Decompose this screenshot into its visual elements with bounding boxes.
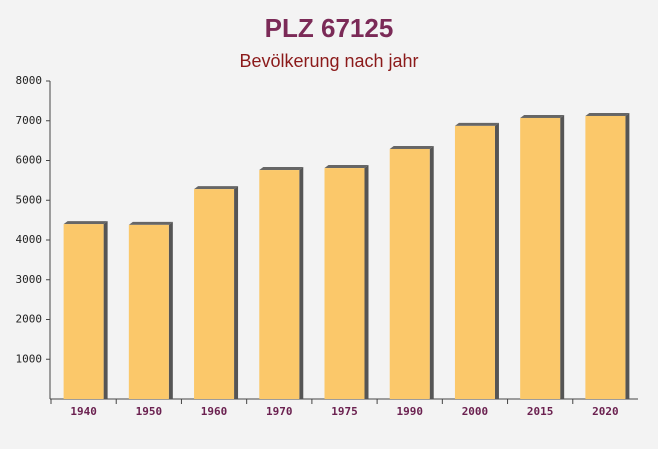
y-tick-label: 1000	[16, 352, 43, 365]
bar-top	[259, 167, 304, 171]
chart-title: PLZ 67125	[265, 13, 394, 43]
bar	[259, 170, 300, 399]
bar-shadow	[299, 167, 304, 399]
bar-top	[585, 112, 630, 116]
x-tick-label: 1940	[70, 405, 97, 418]
bar-shadow	[168, 221, 173, 399]
bar-top	[63, 221, 108, 225]
x-tick-label: 2015	[527, 405, 554, 418]
y-tick-label: 8000	[16, 74, 43, 87]
bar-top	[520, 114, 565, 118]
bar	[585, 115, 626, 399]
x-tick-label: 1970	[266, 405, 293, 418]
bar	[520, 117, 561, 399]
bar-shadow	[234, 186, 239, 399]
bar-top	[454, 122, 499, 126]
bar-shadow	[103, 221, 108, 399]
y-tick-label: 5000	[16, 193, 43, 206]
y-tick-label: 6000	[16, 154, 43, 167]
x-tick-label: 1950	[136, 405, 163, 418]
bar-top	[389, 145, 434, 149]
bar-shadow	[494, 122, 499, 399]
bar	[128, 224, 169, 399]
x-tick-label: 1990	[396, 405, 423, 418]
bar	[63, 224, 104, 399]
x-tick-label: 2020	[592, 405, 619, 418]
bar-shadow	[429, 145, 434, 399]
bar	[454, 125, 495, 399]
bar-top	[324, 165, 369, 169]
bar-shadow	[625, 112, 630, 399]
y-tick-label: 7000	[16, 114, 43, 127]
bar-shadow	[560, 114, 565, 399]
y-tick-label: 4000	[16, 233, 43, 246]
bar	[194, 189, 235, 399]
y-tick-label: 2000	[16, 313, 43, 326]
bar	[324, 168, 365, 399]
bar-top	[128, 221, 173, 225]
x-tick-label: 1960	[201, 405, 228, 418]
x-tick-label: 2000	[462, 405, 489, 418]
bar-top	[194, 186, 239, 190]
y-tick-label: 3000	[16, 273, 43, 286]
chart-subtitle: Bevölkerung nach jahr	[239, 51, 418, 71]
bar	[389, 148, 430, 399]
x-tick-label: 1975	[331, 405, 358, 418]
bar-shadow	[364, 165, 369, 399]
